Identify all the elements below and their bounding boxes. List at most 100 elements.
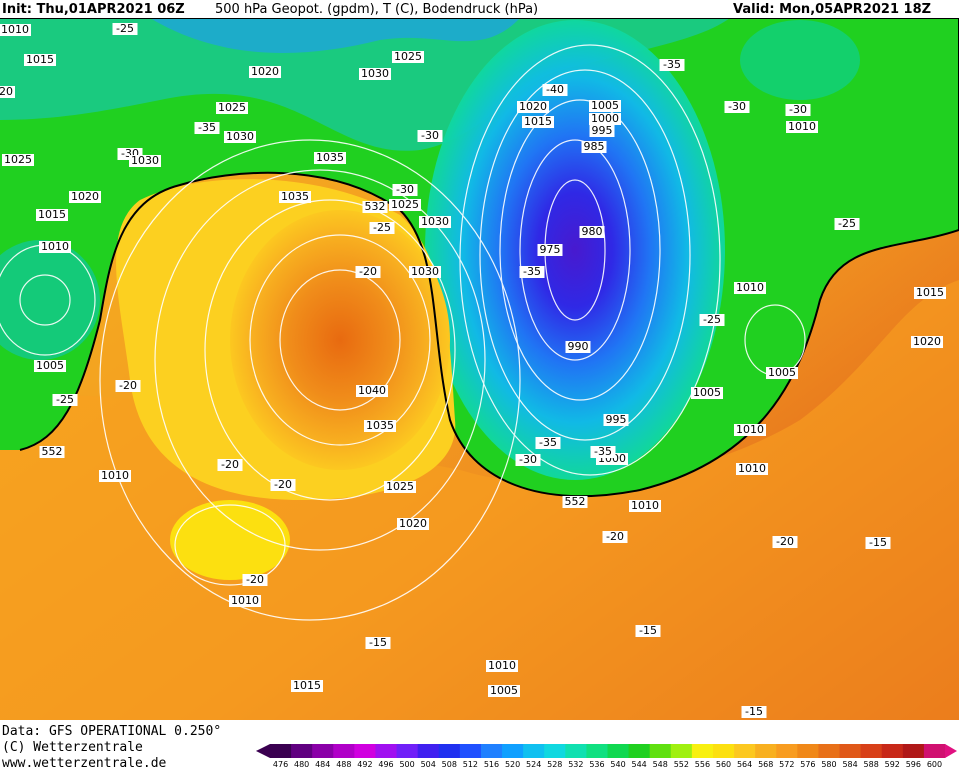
label-box [603,414,629,426]
label-box [734,424,766,436]
label-box [629,500,661,512]
colorbar-swatch [375,744,398,758]
label-box [834,218,860,230]
label-box [392,51,424,63]
map-label: 1030 [226,130,254,143]
label-box [724,101,750,113]
map-label: 1010 [631,499,659,512]
colorbar-swatch [544,744,566,758]
label-box [417,130,443,142]
label-box [355,266,381,278]
colorbar-swatch [459,744,482,758]
label-box [589,125,615,137]
colorbar-label: 556 [695,760,710,769]
colorbar-swatch [586,744,608,758]
map-label: 975 [540,243,561,256]
colorbar-swatch [312,744,334,758]
map-label: 1025 [386,480,414,493]
label-box [772,536,798,548]
colorbar-label: 488 [336,760,351,769]
colorbar-swatch [797,744,819,758]
colorbar-swatch [902,744,925,758]
map-label: 1035 [281,190,309,203]
label-box [766,367,798,379]
label-box [635,625,661,637]
label-box [359,68,391,80]
colorbar-swatch [333,744,355,758]
map-label: 1030 [411,265,439,278]
colorbar-swatch [607,744,630,758]
colorbar-swatch [881,744,904,758]
label-box [115,380,141,392]
colorbar-label: 504 [421,760,436,769]
colorbar-label: 540 [610,760,625,769]
map-label: 1000 [591,112,619,125]
map-label: 995 [592,124,613,137]
label-box [736,463,768,475]
label-box [365,637,391,649]
label-box [314,152,346,164]
colorbar-label: 544 [632,760,647,769]
label-box [562,496,588,508]
label-box [409,266,441,278]
colorbar-arrow-left [256,744,270,758]
label-box [659,59,685,71]
colorbar-swatch [755,744,777,758]
label-box [602,531,628,543]
colorbar-label: 484 [315,760,330,769]
label-box [36,209,68,221]
colorbar-label: 596 [906,760,921,769]
map-label: 985 [584,140,605,153]
map-label: 1025 [394,50,422,63]
website: www.wetterzentrale.de [2,756,167,770]
map-label: -35 [594,445,612,458]
label-box [217,459,243,471]
map-label: 1010 [788,120,816,133]
colorbar-arrow-right [945,744,957,758]
map-label: -25 [838,217,856,230]
label-box [914,287,946,299]
map-label: 1015 [293,679,321,692]
map-label: -25 [116,22,134,35]
data-source: Data: GFS OPERATIONAL 0.250° [2,724,221,739]
map-label: -30 [728,100,746,113]
map-label: 1010 [231,594,259,607]
map-label: 1005 [490,684,518,697]
label-box [911,336,943,348]
map-label: -15 [639,624,657,637]
colorbar-label: 500 [399,760,414,769]
colorbar-label: 492 [357,760,372,769]
label-box [522,116,554,128]
label-box [229,595,261,607]
colorbar-swatch [860,744,883,758]
map-label: -15 [745,705,763,718]
map-label: 1020 [399,517,427,530]
colorbar-swatch [502,744,524,758]
label-box [99,470,131,482]
map-label: 1005 [591,99,619,112]
label-box [392,184,418,196]
map-label: 532 [365,200,386,213]
colorbar-label: 480 [294,760,309,769]
map-label: 1030 [421,215,449,228]
label-box [741,706,767,718]
colorbar-swatch [818,744,841,758]
label-box [270,479,296,491]
map-label: -35 [539,436,557,449]
colorbar-swatch [417,744,440,758]
label-box [224,131,256,143]
colorbar-swatch [354,744,376,758]
label-box [515,454,541,466]
map-label: -20 [119,379,137,392]
map-label: 1030 [131,154,159,167]
label-box [535,437,561,449]
label-box [364,420,396,432]
map-label: -30 [519,453,537,466]
colorbar-label: 584 [842,760,857,769]
colorbar-swatch [734,744,756,758]
colorbar-label: 548 [653,760,668,769]
map-label: -15 [869,536,887,549]
label-box [734,282,766,294]
colorbar-swatch [776,744,798,758]
